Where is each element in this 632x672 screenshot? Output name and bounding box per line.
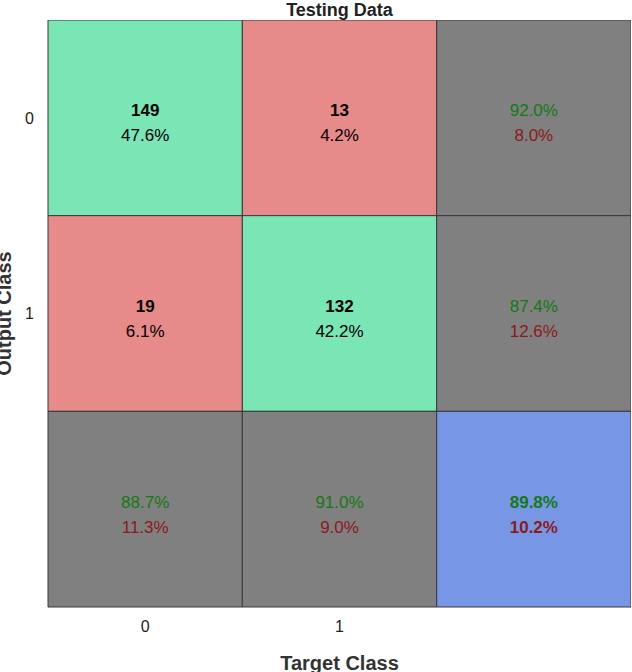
html-text:Testing Data: Testing Data (286, 0, 393, 20)
svg-text:42.2%: 42.2% (315, 322, 363, 341)
svg-text:1: 1 (335, 618, 344, 635)
svg-text:9.0%: 9.0% (320, 518, 359, 537)
svg-text:13: 13 (330, 101, 349, 120)
svg-text:87.4%: 87.4% (510, 297, 558, 316)
svg-text:12.6%: 12.6% (510, 322, 558, 341)
svg-text:149: 149 (131, 101, 159, 120)
svg-text:91.0%: 91.0% (315, 493, 363, 512)
svg-text:19: 19 (136, 297, 155, 316)
svg-text:10.2%: 10.2% (510, 518, 558, 537)
svg-text:Target Class: Target Class (280, 652, 399, 672)
svg-text:Output Class: Output Class (8, 251, 15, 375)
svg-text:132: 132 (325, 297, 353, 316)
svg-text:47.6%: 47.6% (121, 126, 169, 145)
svg-text:92.0%: 92.0% (510, 101, 558, 120)
svg-text:4.2%: 4.2% (320, 126, 359, 145)
svg-text:0: 0 (141, 618, 150, 635)
svg-text:0: 0 (25, 110, 34, 127)
svg-text:11.3%: 11.3% (122, 518, 169, 537)
svg-text:8.0%: 8.0% (514, 126, 553, 145)
svg-text:1: 1 (25, 305, 34, 322)
svg-text:88.7%: 88.7% (121, 493, 169, 512)
svg-text:89.8%: 89.8% (510, 493, 558, 512)
svg-text:6.1%: 6.1% (126, 322, 165, 341)
